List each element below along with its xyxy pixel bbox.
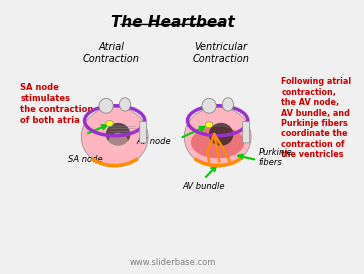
Text: Purkinje
fibers: Purkinje fibers xyxy=(259,148,293,167)
Text: Following atrial
contraction,
the AV node,
AV bundle, and
Purkinje fibers
coordi: Following atrial contraction, the AV nod… xyxy=(281,77,351,159)
Ellipse shape xyxy=(189,126,247,164)
FancyBboxPatch shape xyxy=(140,122,147,143)
Ellipse shape xyxy=(209,123,233,146)
Ellipse shape xyxy=(205,122,213,128)
Text: AV bundle: AV bundle xyxy=(183,182,225,191)
FancyBboxPatch shape xyxy=(243,122,250,143)
Ellipse shape xyxy=(222,98,234,111)
Text: The Heartbeat: The Heartbeat xyxy=(111,15,235,30)
Text: AV node: AV node xyxy=(137,136,171,145)
Text: www.sliderbase.com: www.sliderbase.com xyxy=(130,258,216,267)
Ellipse shape xyxy=(119,98,131,111)
Ellipse shape xyxy=(191,127,245,158)
Ellipse shape xyxy=(108,133,128,152)
Text: Ventricular
Contraction: Ventricular Contraction xyxy=(193,42,250,64)
Ellipse shape xyxy=(106,123,130,146)
Ellipse shape xyxy=(99,98,113,113)
Ellipse shape xyxy=(202,98,216,113)
Ellipse shape xyxy=(106,121,113,126)
Text: SA node
stimulates
the contraction
of both atria: SA node stimulates the contraction of bo… xyxy=(20,83,94,125)
Ellipse shape xyxy=(184,107,251,167)
Text: Atrial
Contraction: Atrial Contraction xyxy=(83,42,140,64)
Ellipse shape xyxy=(81,107,148,167)
Text: SA node: SA node xyxy=(68,155,103,164)
